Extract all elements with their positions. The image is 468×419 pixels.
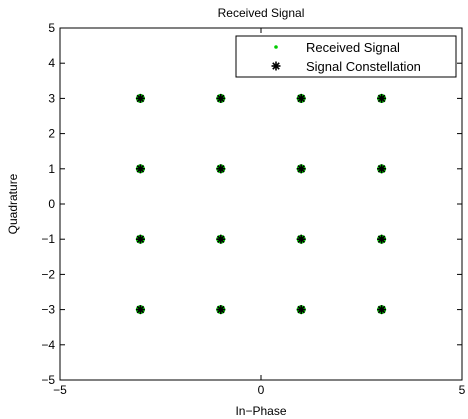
constellation-point	[216, 234, 226, 244]
constellation-point	[135, 164, 145, 174]
constellation-point	[377, 93, 387, 103]
y-tick-label: 2	[48, 127, 55, 141]
chart-title: Received Signal	[218, 6, 305, 20]
constellation-point	[296, 234, 306, 244]
x-axis-label: In−Phase	[235, 404, 286, 418]
y-axis-label: Quadrature	[6, 173, 20, 234]
constellation-point	[296, 164, 306, 174]
y-tick-label: −4	[41, 338, 55, 352]
y-tick-label: 0	[48, 197, 55, 211]
constellation-point	[135, 93, 145, 103]
constellation-point	[377, 305, 387, 315]
legend-label: Received Signal	[306, 40, 400, 55]
legend-box	[235, 35, 457, 78]
x-tick-label: 5	[459, 383, 466, 397]
constellation-point	[216, 93, 226, 103]
axis-ticks	[59, 27, 463, 381]
legend-received-marker	[274, 45, 278, 49]
constellation-point	[377, 234, 387, 244]
y-tick-label: −1	[41, 232, 55, 246]
y-tick-label: 3	[48, 91, 55, 105]
y-tick-label: 4	[48, 56, 55, 70]
x-tick-label: 0	[258, 383, 265, 397]
constellation-point	[135, 234, 145, 244]
legend: Received Signal Signal Constellation	[235, 35, 457, 78]
y-tick-label: −5	[41, 373, 55, 387]
y-tick-label: 5	[48, 21, 55, 35]
y-tick-label: −3	[41, 303, 55, 317]
constellation-point	[216, 305, 226, 315]
y-tick-label: 1	[48, 162, 55, 176]
data-marks	[135, 93, 387, 315]
constellation-point	[135, 305, 145, 315]
tick-labels: −5 0 5 −5 −4 −3 −2 −1 0 1 2 3 4 5	[41, 21, 465, 397]
y-tick-label: −2	[41, 267, 55, 281]
x-tick-label: −5	[53, 383, 67, 397]
constellation-point	[216, 164, 226, 174]
plot-area	[59, 27, 463, 381]
constellation-point	[296, 93, 306, 103]
legend-constellation-marker	[271, 61, 281, 71]
constellation-point	[296, 305, 306, 315]
constellation-point	[377, 164, 387, 174]
legend-label: Signal Constellation	[306, 59, 421, 74]
